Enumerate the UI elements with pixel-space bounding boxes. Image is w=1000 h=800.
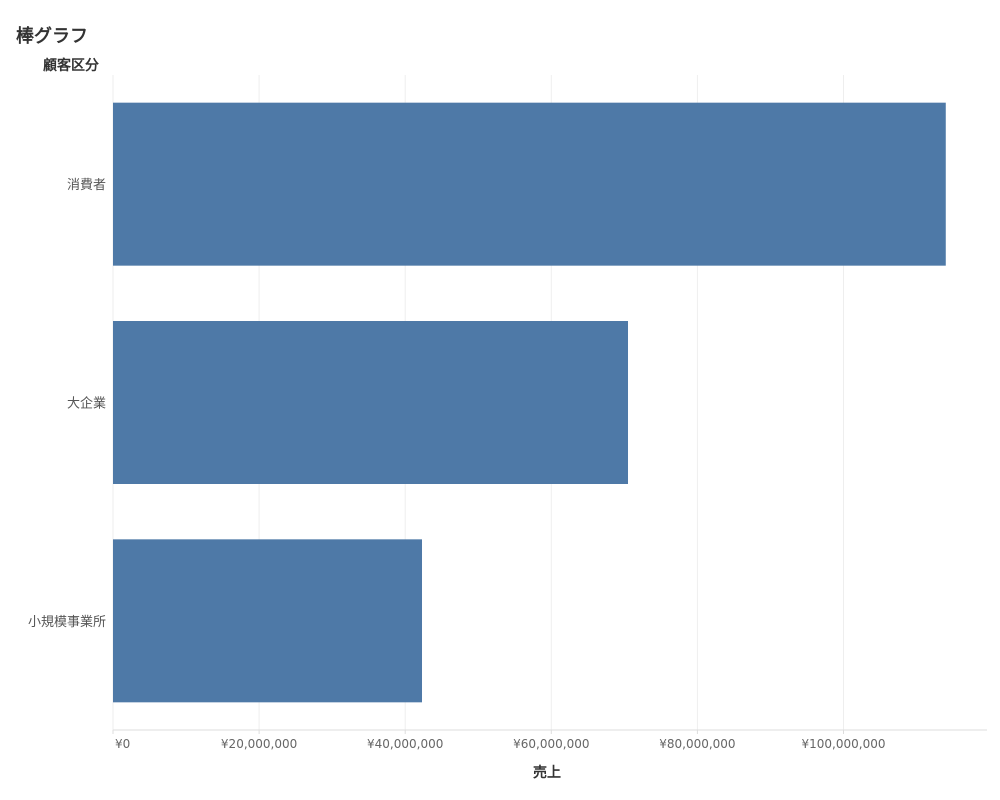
x-tick-label: ¥0 [115,737,130,751]
x-tick-label: ¥100,000,000 [802,737,886,751]
category-label: 大企業 [67,396,106,412]
bar [113,539,423,703]
row-field-header: 顧客区分 [43,58,99,74]
category-label: 小規模事業所 [28,614,106,630]
x-tick-label: ¥20,000,000 [221,737,297,751]
chart-title: 棒グラフ [16,26,88,47]
bar [113,102,946,266]
bar [113,321,629,484]
x-axis-title: 売上 [533,765,561,781]
x-tick-label: ¥80,000,000 [659,737,735,751]
category-label: 消費者 [67,178,106,193]
x-tick-label: ¥40,000,000 [367,737,443,751]
x-tick-label: ¥60,000,000 [513,737,589,751]
